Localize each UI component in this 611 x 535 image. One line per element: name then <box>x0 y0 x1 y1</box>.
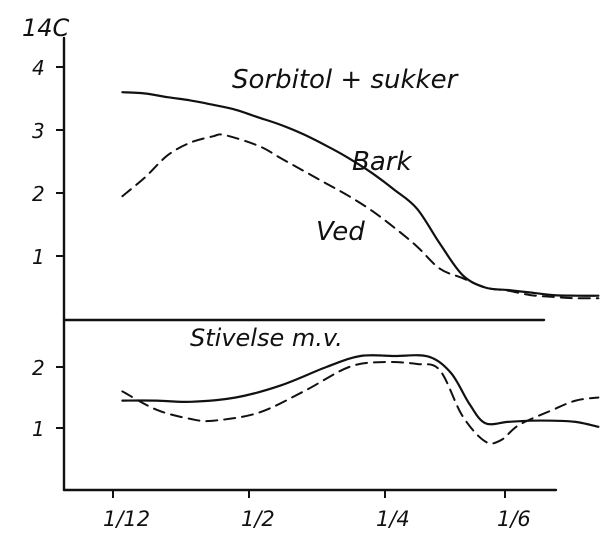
axes <box>62 36 558 492</box>
bottom-y-ticks: 1 2 <box>32 356 64 441</box>
series-line-ved <box>121 133 600 300</box>
y-tick-label: 1 <box>32 417 45 441</box>
bottom-panel-title: Stivelse m.v. <box>190 324 343 352</box>
x-tick-label: 1/12 <box>103 507 150 531</box>
top-panel-title: Sorbitol + sukker <box>232 65 460 95</box>
y-tick-label: 2 <box>32 356 45 380</box>
x-tick-label: 1/4 <box>376 507 410 531</box>
series-line-bark <box>121 91 600 297</box>
y-tick-label: 3 <box>32 119 45 143</box>
series-label-bark: Bark <box>352 147 412 177</box>
series-label-ved: Ved <box>316 217 365 247</box>
top-panel-series <box>121 91 600 300</box>
bottom-panel-series <box>121 354 600 445</box>
x-ticks: 1/12 1/2 1/4 1/6 <box>103 490 531 531</box>
y-axis-label: 14C <box>22 14 70 42</box>
y-tick-label: 4 <box>32 56 45 80</box>
top-y-ticks: 1 2 3 4 <box>32 56 64 269</box>
x-tick-label: 1/6 <box>497 507 531 531</box>
y-tick-label: 1 <box>32 245 45 269</box>
series-line-bark-starch <box>121 354 600 428</box>
x-tick-label: 1/2 <box>241 507 275 531</box>
y-tick-label: 2 <box>32 182 45 206</box>
series-line-ved-starch <box>121 360 600 445</box>
